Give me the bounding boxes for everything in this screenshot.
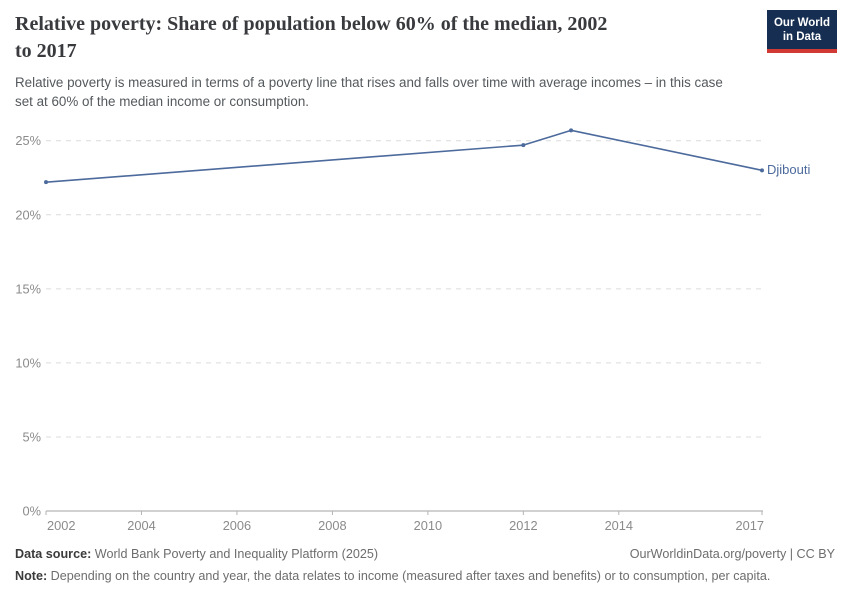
owid-logo[interactable]: Our World in Data (766, 10, 837, 53)
data-point[interactable] (569, 128, 574, 133)
y-axis-tick-label: 20% (15, 207, 41, 222)
page-title: Relative poverty: Share of population be… (15, 13, 608, 62)
owid-logo-line1: Our World (773, 17, 830, 29)
x-axis-tick-label: 2014 (605, 518, 633, 533)
x-axis-tick-label: 2004 (127, 518, 155, 533)
y-axis-tick-label: 5% (23, 429, 42, 444)
x-axis-tick-label: 2002 (47, 518, 75, 533)
data-source-label: Data source: (15, 547, 92, 561)
y-axis-tick-label: 25% (15, 133, 41, 148)
chart-subtitle: Relative poverty is measured in terms of… (15, 75, 723, 109)
footer-link[interactable]: OurWorldinData.org/poverty | CC BY (629, 547, 835, 561)
owid-logo-line2: in Data (782, 30, 822, 43)
entity-label-djibouti[interactable]: Djibouti (767, 162, 811, 177)
data-point[interactable] (44, 180, 48, 185)
data-source-value: World Bank Poverty and Inequality Platfo… (91, 547, 379, 561)
y-axis-tick-label: 10% (15, 355, 41, 370)
data-point[interactable] (760, 168, 764, 173)
x-axis-tick-label: 2012 (509, 518, 537, 533)
x-axis-tick-label: 2008 (318, 518, 346, 533)
footer-note-value: Depending on the country and year, the d… (47, 569, 771, 583)
data-point[interactable] (521, 143, 526, 148)
footer-note-label: Note: (15, 569, 48, 583)
series-line-djibouti[interactable] (45, 129, 763, 183)
footer-note: Note: Depending on the country and year,… (15, 569, 770, 583)
data-source: Data source: World Bank Poverty and Ineq… (15, 547, 378, 561)
x-axis-tick-label: 2006 (223, 518, 251, 533)
x-axis-tick-label: 2010 (414, 518, 442, 533)
x-axis-tick-label: 2017 (736, 518, 764, 533)
y-axis-tick-label: 15% (15, 281, 41, 296)
y-axis-tick-label: 0% (23, 504, 42, 519)
chart-canvas[interactable]: 0% 5% 10% 15% 20% 25% 2002 2004 2006 2008 2010 2012… (0, 0, 850, 545)
